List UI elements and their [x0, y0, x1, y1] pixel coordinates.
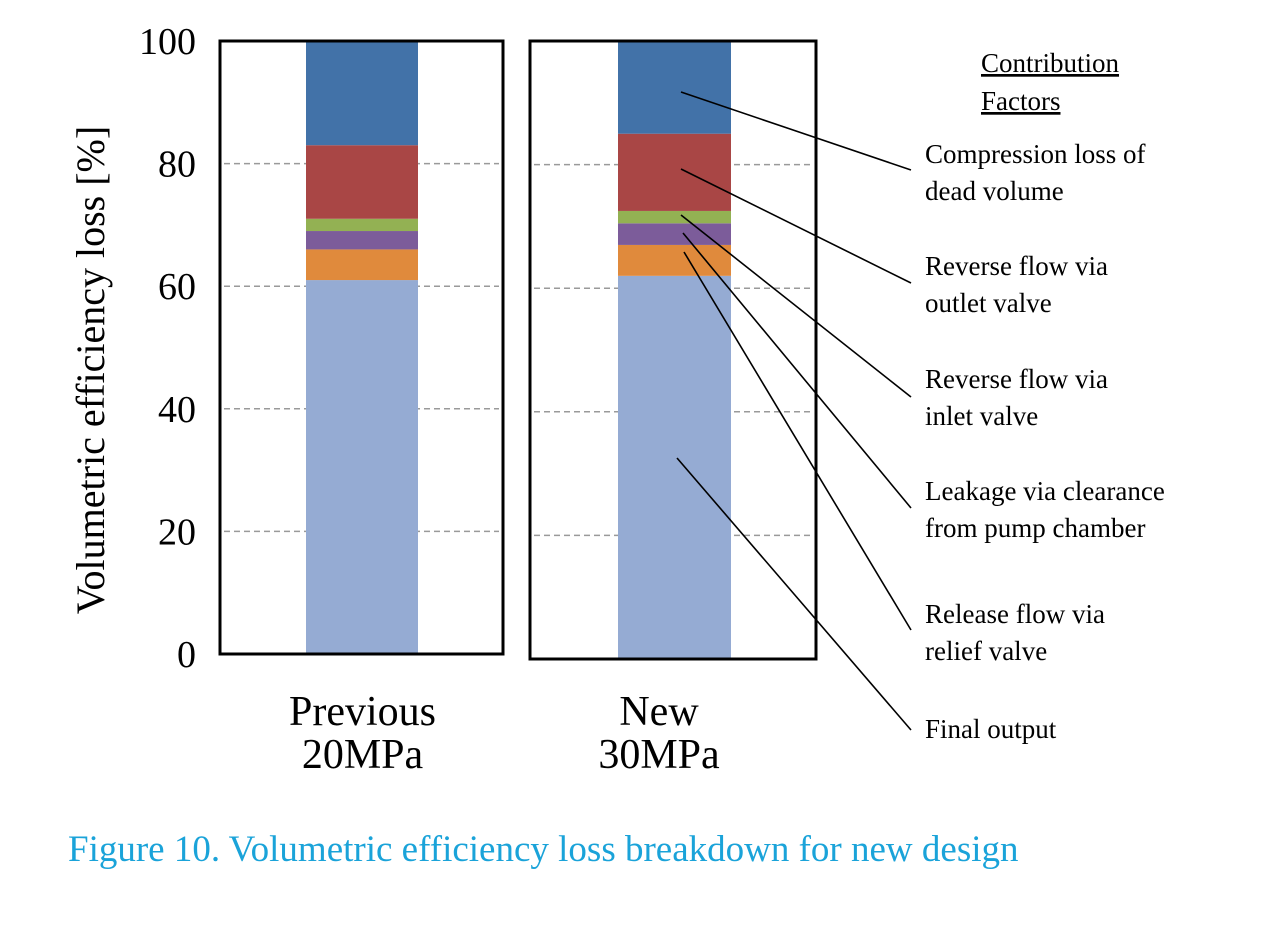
legend-entry: outlet valve	[925, 288, 1052, 318]
y-tick-label: 100	[139, 21, 196, 63]
legend-title: Factors	[981, 86, 1060, 116]
legend-entry: relief valve	[925, 636, 1047, 666]
bar-segment	[618, 244, 731, 276]
category-label: New	[619, 689, 699, 735]
y-tick-label: 80	[158, 144, 196, 186]
bar-segment	[306, 231, 418, 250]
legend-entry: Leakage via clearance	[925, 476, 1165, 506]
figure-caption: Figure 10. Volumetric efficiency loss br…	[68, 829, 1019, 870]
legend-entry: Reverse flow via	[925, 251, 1108, 281]
category-label: 30MPa	[598, 732, 720, 778]
legend-leader-line	[682, 232, 912, 509]
y-axis-label: Volumetric efficiency loss [%]	[68, 126, 113, 614]
y-tick-label: 60	[158, 266, 196, 308]
y-tick-label: 0	[177, 634, 196, 676]
legend-leader-line	[680, 168, 912, 284]
legend-entry: from pump chamber	[925, 513, 1145, 543]
bar-segment	[306, 249, 418, 281]
category-label: Previous	[289, 689, 436, 735]
bar-segment	[306, 41, 418, 146]
bar-segment	[306, 218, 418, 232]
y-tick-label: 40	[158, 389, 196, 431]
legend-leader-line	[680, 91, 912, 171]
legend-entry: dead volume	[925, 176, 1064, 206]
legend-leader-line	[676, 457, 912, 731]
legend-entry: inlet valve	[925, 401, 1038, 431]
legend-entry: Final output	[925, 714, 1057, 744]
plot-frame	[218, 39, 505, 656]
legend-leader-line	[680, 214, 912, 398]
bar-segment	[618, 223, 731, 245]
legend-leader-line	[683, 251, 912, 631]
legend-entry: Release flow via	[925, 599, 1105, 629]
bar-segment	[618, 133, 731, 211]
y-tick-label: 20	[158, 511, 196, 553]
bar-segment	[618, 275, 731, 659]
category-label: 20MPa	[302, 732, 424, 778]
bar-segment	[618, 41, 731, 134]
plot-frame	[528, 39, 818, 661]
legend-entry: Reverse flow via	[925, 364, 1108, 394]
bar-segment	[306, 145, 418, 219]
legend-title: Contribution	[981, 48, 1120, 78]
bar-segment	[618, 210, 731, 224]
bar-segment	[306, 280, 418, 654]
legend-entry: Compression loss of	[925, 139, 1146, 169]
